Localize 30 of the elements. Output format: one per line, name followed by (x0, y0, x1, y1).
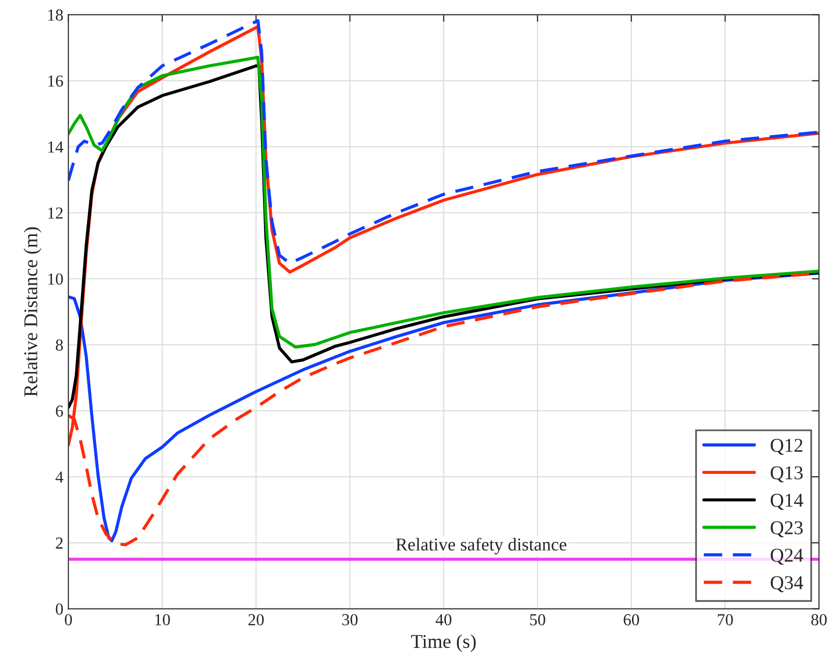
y-tick-label: 16 (48, 75, 64, 87)
x-tick-label: 50 (530, 614, 546, 626)
y-tick-label: 8 (56, 339, 63, 351)
x-tick-label: 10 (155, 614, 170, 626)
x-tick-label: 60 (624, 614, 640, 626)
line-series (68, 19, 819, 265)
legend-label: Q34 (770, 576, 804, 592)
y-tick-label: 0 (56, 603, 63, 615)
y-axis-title: Relative Distance (m) (24, 227, 42, 397)
x-tick-label: 0 (64, 614, 72, 626)
x-axis-title: Time (s) (411, 634, 476, 652)
legend-label: Q14 (770, 494, 804, 510)
x-tick-label: 80 (811, 614, 827, 626)
line-series (68, 56, 819, 349)
y-tick-label: 6 (56, 406, 64, 417)
x-tick-label: 70 (718, 614, 733, 626)
y-tick-label: 2 (56, 538, 63, 549)
legend-label: Q12 (770, 438, 802, 455)
ref-line-label: Relative safety distance (396, 538, 566, 554)
y-tick-label: 10 (48, 273, 63, 285)
x-tick-label: 40 (436, 614, 452, 626)
x-tick-label: 30 (342, 614, 358, 626)
legend-label: Q23 (770, 521, 803, 538)
y-tick-label: 14 (48, 142, 64, 153)
x-tick-label: 20 (248, 614, 264, 626)
legend-label: Q24 (770, 548, 804, 565)
y-tick-label: 4 (56, 472, 64, 483)
y-tick-label: 18 (48, 9, 63, 21)
legend-label: Q13 (770, 466, 803, 482)
y-tick-label: 12 (48, 207, 63, 219)
